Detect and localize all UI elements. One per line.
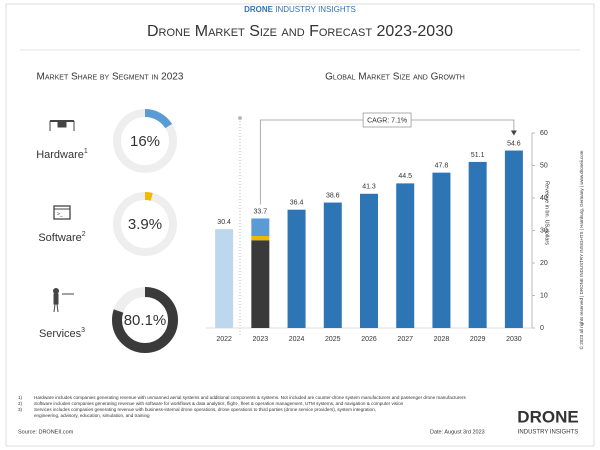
bar-value-label: 38.6	[326, 192, 340, 199]
drone-icon	[49, 120, 75, 131]
y-tick-label: 40	[540, 195, 548, 202]
donut-value-label: 16%	[130, 133, 160, 150]
y-tick-label: 20	[540, 260, 548, 267]
bar-title: Global Market Size and Growth	[325, 72, 465, 83]
donut-value-label: 80.1%	[124, 312, 167, 329]
donut-arc	[113, 109, 177, 173]
segment-note: 2	[82, 231, 86, 238]
x-tick-label: 2029	[470, 336, 486, 343]
x-tick-label: 2025	[325, 336, 341, 343]
cagr-box	[362, 112, 412, 128]
donut-arc	[113, 192, 177, 256]
donut-title: Market Share by Segment in 2023	[37, 72, 184, 83]
pilot-icon	[53, 288, 74, 313]
y-tick-label: 60	[540, 130, 548, 137]
bar-value-label: 36.4	[290, 200, 304, 207]
footnote-marker: 2)	[18, 401, 23, 406]
donut-arc	[112, 287, 178, 353]
x-tick-label: 2028	[434, 336, 450, 343]
donut-value-label: 3.9%	[128, 216, 162, 233]
x-tick-label: 2024	[289, 336, 305, 343]
y-tick-label: 10	[540, 292, 548, 299]
bar-segment	[251, 218, 270, 236]
segment-label: Hardware1	[36, 148, 88, 161]
bar-segment	[251, 235, 270, 241]
frame	[5, 3, 595, 447]
bar	[287, 209, 306, 328]
svg-text:>_: >_	[57, 211, 63, 217]
y-axis-label: Revenue in bn. US dollars	[544, 181, 550, 245]
footnote-text: Services includes companies generating r…	[34, 407, 376, 412]
cagr-arrow	[510, 130, 517, 136]
bar-value-label: 54.6	[507, 140, 521, 147]
logo-bold: DRONE	[517, 407, 578, 426]
x-tick-label: 2030	[506, 336, 522, 343]
separator-dot	[238, 116, 242, 120]
date: Date: August 3rd 2023	[430, 429, 485, 435]
footnote-text: engineering, advisory, education, simula…	[34, 413, 150, 418]
footnote-marker: 1)	[18, 395, 23, 400]
segment-note: 1	[84, 148, 88, 155]
bar-segment	[251, 240, 270, 328]
y-tick-label: 0	[540, 325, 544, 332]
bar-value-label: 44.5	[398, 173, 412, 180]
footnote-text: Hardware includes companies generating r…	[34, 395, 466, 400]
footnote-marker: 3)	[18, 407, 23, 412]
segment-label: Services3	[39, 327, 85, 340]
cagr-label: CAGR: 7.1%	[367, 117, 407, 124]
bar-value-label: 41.3	[362, 184, 376, 191]
bar-value-label: 47.8	[435, 162, 449, 169]
bar	[468, 161, 487, 328]
bar-value-label: 30.4	[217, 219, 231, 226]
x-tick-label: 2026	[361, 336, 377, 343]
segment-label: Software2	[38, 231, 85, 244]
y-tick-label: 30	[540, 227, 548, 234]
y-tick-label: 50	[540, 162, 548, 169]
bar	[432, 172, 451, 328]
brand-header: DRONE INDUSTRY INSIGHTS	[244, 5, 356, 14]
segment-name: Hardware	[36, 149, 84, 161]
brand-rest: INDUSTRY INSIGHTS	[275, 5, 356, 14]
bar	[504, 150, 523, 328]
bar-value-label: 33.7	[254, 208, 268, 215]
x-tick-label: 2022	[216, 336, 232, 343]
page-title: Drone Market Size and Forecast 2023-2030	[147, 23, 453, 40]
segment-note: 3	[81, 327, 85, 334]
bar	[396, 183, 415, 328]
x-tick-label: 2027	[397, 336, 413, 343]
source: Source: DRONEII.com	[18, 429, 74, 435]
brand-bold: DRONE	[244, 5, 274, 14]
segment-name: Services	[39, 328, 82, 340]
footnote-text: Software includes companies generating r…	[34, 401, 404, 406]
copyright: © 2023 all rights reserved | DRONE INDUS…	[578, 150, 584, 349]
x-tick-label: 2023	[253, 336, 269, 343]
bar	[323, 202, 342, 328]
bar	[215, 229, 234, 328]
logo-rest: INDUSTRY INSIGHTS	[518, 430, 578, 436]
bar-value-label: 51.1	[471, 152, 485, 159]
segment-name: Software	[38, 232, 81, 244]
software-icon: >_	[53, 205, 71, 220]
bar	[360, 193, 378, 328]
